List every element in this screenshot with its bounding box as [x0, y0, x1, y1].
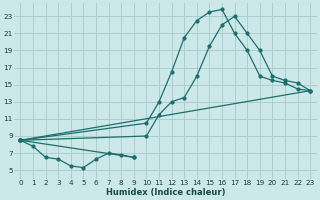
X-axis label: Humidex (Indice chaleur): Humidex (Indice chaleur) — [106, 188, 225, 197]
